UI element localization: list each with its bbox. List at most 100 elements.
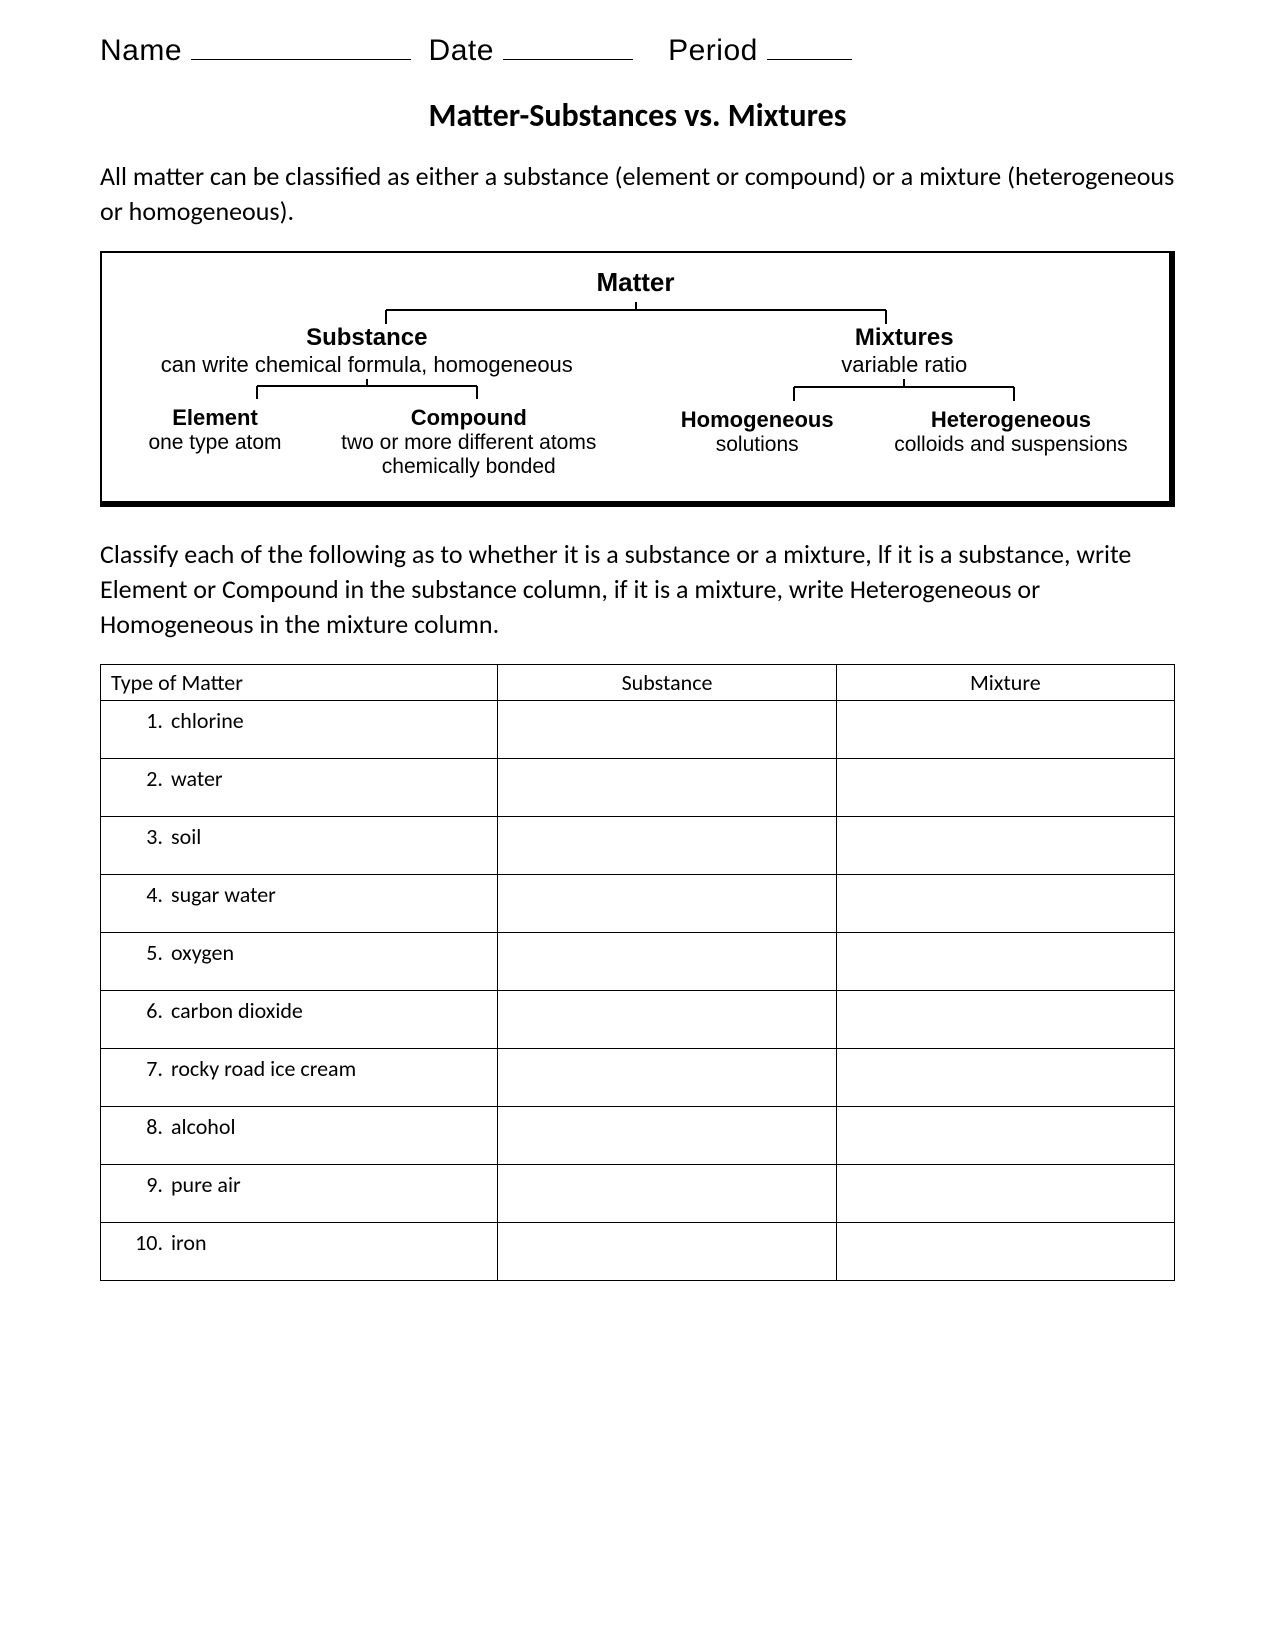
substance-cell[interactable]: [498, 817, 836, 875]
table-row: 5. oxygen: [101, 933, 1175, 991]
element-title: Element: [120, 405, 309, 431]
table-row: 9. pure air: [101, 1165, 1175, 1223]
mixture-cell[interactable]: [836, 817, 1174, 875]
type-cell: 2. water: [101, 759, 498, 817]
mixtures-connector: [744, 379, 1064, 401]
item-number: 1.: [129, 707, 163, 734]
table-row: 8. alcohol: [101, 1107, 1175, 1165]
item-label: chlorine: [171, 707, 244, 734]
homogeneous-leaf: Homogeneous solutions: [681, 407, 834, 457]
substance-title: Substance: [118, 324, 616, 352]
mixture-cell[interactable]: [836, 759, 1174, 817]
mixtures-branch: Mixtures variable ratio Homogeneous solu…: [656, 324, 1154, 479]
mixture-cell[interactable]: [836, 1223, 1174, 1281]
heterogeneous-subtitle: colloids and suspensions: [894, 433, 1127, 457]
item-number: 8.: [129, 1113, 163, 1140]
period-blank[interactable]: [767, 30, 852, 60]
type-cell: 9. pure air: [101, 1165, 498, 1223]
instructions-paragraph: Classify each of the following as to whe…: [100, 537, 1175, 642]
heterogeneous-title: Heterogeneous: [894, 407, 1127, 433]
col-header-mixture: Mixture: [836, 665, 1174, 701]
table-row: 6. carbon dioxide: [101, 991, 1175, 1049]
heterogeneous-leaf: Heterogeneous colloids and suspensions: [894, 407, 1127, 457]
mixtures-title: Mixtures: [656, 324, 1154, 352]
mixture-cell[interactable]: [836, 701, 1174, 759]
substance-branch: Substance can write chemical formula, ho…: [118, 324, 616, 479]
item-number: 4.: [129, 881, 163, 908]
item-label: rocky road ice cream: [171, 1055, 356, 1082]
header-line: Name Date Period: [100, 30, 1175, 68]
homogeneous-subtitle: solutions: [681, 433, 834, 457]
classification-table: Type of Matter Substance Mixture 1. chlor…: [100, 664, 1175, 1281]
table-row: 4. sugar water: [101, 875, 1175, 933]
element-leaf: Element one type atom: [120, 405, 309, 479]
item-number: 3.: [129, 823, 163, 850]
period-label: Period: [668, 34, 758, 67]
date-label: Date: [429, 34, 494, 67]
item-number: 5.: [129, 939, 163, 966]
type-cell: 6. carbon dioxide: [101, 991, 498, 1049]
item-label: sugar water: [171, 881, 276, 908]
table-row: 3. soil: [101, 817, 1175, 875]
substance-cell[interactable]: [498, 933, 836, 991]
page-title: Matter-Substances vs. Mixtures: [100, 96, 1175, 135]
name-blank[interactable]: [191, 30, 411, 60]
substance-cell[interactable]: [498, 1049, 836, 1107]
type-cell: 1. chlorine: [101, 701, 498, 759]
type-cell: 10. iron: [101, 1223, 498, 1281]
substance-cell[interactable]: [498, 875, 836, 933]
mixture-cell[interactable]: [836, 1107, 1174, 1165]
substance-subtitle: can write chemical formula, homogeneous: [118, 352, 616, 378]
intro-paragraph: All matter can be classified as either a…: [100, 159, 1175, 229]
col-header-substance: Substance: [498, 665, 836, 701]
mixture-cell[interactable]: [836, 1165, 1174, 1223]
mixture-cell[interactable]: [836, 875, 1174, 933]
substance-cell[interactable]: [498, 1107, 836, 1165]
item-number: 2.: [129, 765, 163, 792]
substance-cell[interactable]: [498, 1165, 836, 1223]
matter-diagram: Matter Substance can write chemical form…: [100, 251, 1175, 507]
item-label: alcohol: [171, 1113, 236, 1140]
item-label: soil: [171, 823, 201, 850]
type-cell: 8. alcohol: [101, 1107, 498, 1165]
homogeneous-title: Homogeneous: [681, 407, 834, 433]
type-cell: 5. oxygen: [101, 933, 498, 991]
item-label: oxygen: [171, 939, 234, 966]
element-subtitle: one type atom: [120, 431, 309, 455]
substance-cell[interactable]: [498, 759, 836, 817]
item-label: carbon dioxide: [171, 997, 303, 1024]
compound-title: Compound: [324, 405, 613, 431]
compound-leaf: Compound two or more different atoms che…: [324, 405, 613, 479]
mixtures-subtitle: variable ratio: [656, 352, 1154, 378]
name-label: Name: [100, 34, 182, 67]
type-cell: 3. soil: [101, 817, 498, 875]
mixture-cell[interactable]: [836, 933, 1174, 991]
item-label: iron: [171, 1229, 207, 1256]
mixture-cell[interactable]: [836, 991, 1174, 1049]
table-row: 1. chlorine: [101, 701, 1175, 759]
table-row: 7. rocky road ice cream: [101, 1049, 1175, 1107]
substance-connector: [217, 379, 517, 399]
table-row: 2. water: [101, 759, 1175, 817]
mixture-cell[interactable]: [836, 1049, 1174, 1107]
item-label: pure air: [171, 1171, 241, 1198]
date-blank[interactable]: [503, 30, 633, 60]
worksheet-page: Name Date Period Matter-Substances vs. M…: [0, 0, 1275, 1321]
item-number: 7.: [129, 1055, 163, 1082]
substance-cell[interactable]: [498, 991, 836, 1049]
compound-subtitle: two or more different atoms chemically b…: [324, 431, 613, 479]
table-body: 1. chlorine 2. water 3. soil 4. sugar water 5. ox…: [101, 701, 1175, 1281]
substance-cell[interactable]: [498, 1223, 836, 1281]
item-label: water: [171, 765, 223, 792]
type-cell: 4. sugar water: [101, 875, 498, 933]
type-cell: 7. rocky road ice cream: [101, 1049, 498, 1107]
substance-cell[interactable]: [498, 701, 836, 759]
item-number: 9.: [129, 1171, 163, 1198]
root-connector: [326, 302, 946, 324]
item-number: 6.: [129, 997, 163, 1024]
col-header-type: Type of Matter: [101, 665, 498, 701]
diagram-root: Matter: [118, 267, 1153, 298]
item-number: 10.: [129, 1229, 163, 1256]
table-row: 10. iron: [101, 1223, 1175, 1281]
table-header-row: Type of Matter Substance Mixture: [101, 665, 1175, 701]
